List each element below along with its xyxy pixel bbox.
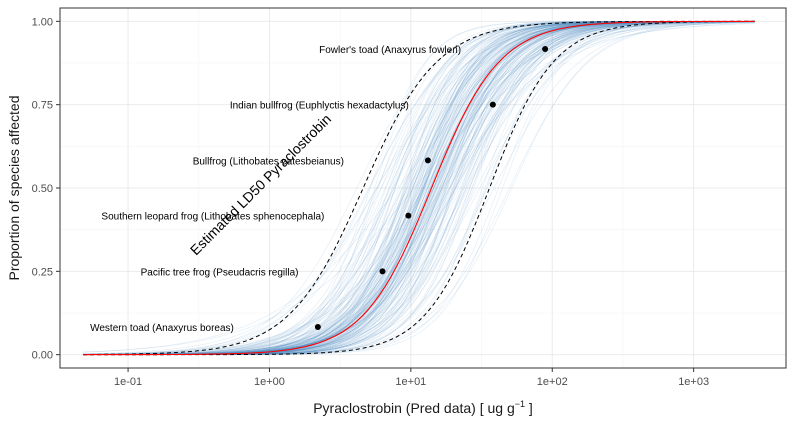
- y-tick-label: 0.25: [32, 266, 53, 278]
- bootstrap-curve: [83, 21, 755, 355]
- bootstrap-curve: [83, 21, 755, 355]
- y-axis-ticks: 0.00 0.25 0.50 0.75 1.00: [32, 16, 60, 362]
- point-labels: Western toad (Anaxyrus boreas) Pacific tr…: [90, 45, 461, 334]
- bootstrap-curve: [83, 21, 755, 355]
- bootstrap-curve: [83, 22, 755, 355]
- x-tick-label: 1e+03: [678, 376, 709, 388]
- bootstrap-curve: [83, 21, 755, 355]
- point-label: Southern leopard frog (Lithobates spheno…: [101, 212, 324, 223]
- fit-line: [83, 20, 755, 356]
- data-point: [314, 324, 321, 330]
- x-tick-label: 1e+00: [254, 376, 285, 388]
- bootstrap-curve: [82, 22, 755, 353]
- bootstrap-curve: [82, 23, 755, 353]
- point-label: Bullfrog (Lithobates catesbeianus): [193, 156, 344, 167]
- y-tick-label: 0.00: [32, 350, 53, 362]
- bootstrap-curve: [83, 21, 755, 355]
- bootstrap-curve: [83, 21, 755, 355]
- bootstrap-curve: [82, 21, 755, 355]
- data-point: [489, 101, 496, 108]
- bootstrap-curve: [83, 21, 755, 355]
- x-axis-title: Pyraclostrobin (Pred data) [ ug g−1 ]: [313, 399, 533, 416]
- x-axis-ticks: 1e-01 1e+00 1e+01 1e+02 1e+03: [114, 368, 709, 388]
- x-tick-label: 1e-01: [114, 376, 142, 388]
- data-point: [405, 212, 412, 219]
- bootstrap-curve: [82, 22, 755, 355]
- gridlines: [60, 8, 786, 368]
- bootstrap-curve: [83, 21, 755, 355]
- bootstrap-curve: [82, 21, 755, 355]
- data-points: [314, 46, 549, 330]
- point-label: Pacific tree frog (Pseudacris regilla): [141, 267, 299, 278]
- point-label: Western toad (Anaxyrus boreas): [90, 323, 234, 334]
- point-label: Indian bullfrog (Euphlyctis hexadactylus…: [230, 101, 409, 112]
- y-axis-title: Proportion of species affected: [6, 96, 22, 281]
- data-point: [424, 157, 431, 164]
- y-tick-label: 1.00: [32, 16, 53, 28]
- point-label: Fowler's toad (Anaxyrus fowleri): [319, 45, 461, 56]
- data-point: [542, 46, 549, 52]
- y-tick-label: 0.75: [32, 100, 53, 112]
- x-tick-label: 1e+02: [537, 376, 568, 388]
- x-tick-label: 1e+01: [395, 376, 426, 388]
- lower-confidence-line: [83, 20, 755, 356]
- y-tick-label: 0.50: [32, 183, 53, 195]
- data-point: [379, 268, 386, 275]
- fitted-curve: [83, 20, 755, 356]
